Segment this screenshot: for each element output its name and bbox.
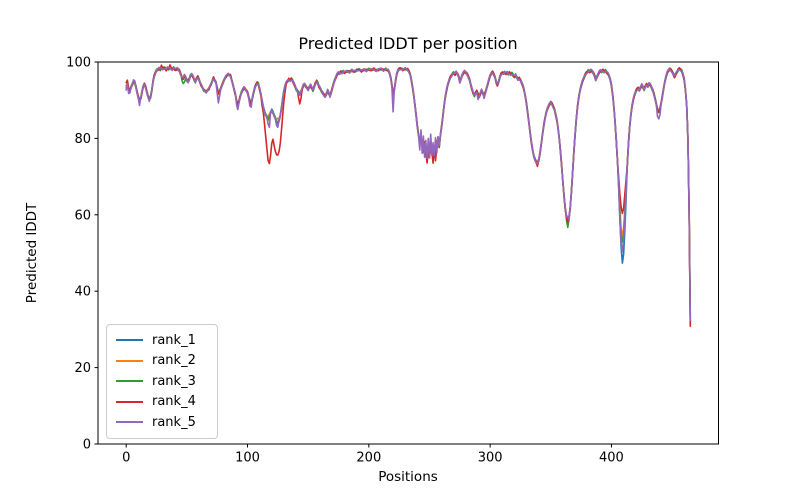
series-group [125,64,692,328]
y-axis-label: Predicted lDDT [24,202,40,303]
y-tick-label: 20 [74,361,91,376]
x-tick-label: 300 [478,451,503,466]
legend-label-rank_3: rank_3 [152,373,196,389]
legend-label-rank_4: rank_4 [152,394,196,410]
series-line-rank_4 [125,64,692,328]
series-line-rank_3 [125,66,692,319]
series-line-rank_5 [125,66,692,322]
x-axis-label: Positions [378,469,438,485]
y-tick-label: 100 [66,56,91,71]
legend-item-rank_1: rank_1 [116,330,209,351]
y-tick-label: 0 [83,438,91,453]
legend-label-rank_1: rank_1 [152,332,196,348]
legend-label-rank_5: rank_5 [152,414,196,430]
x-tick-label: 200 [356,451,381,466]
plot-frame [97,61,719,445]
legend-swatch-rank_1 [116,339,143,342]
legend-item-rank_2: rank_2 [116,351,209,372]
legend-swatch-rank_3 [116,380,143,383]
y-tick-label: 60 [74,208,91,223]
x-tick-label: 100 [235,451,260,466]
legend-swatch-rank_4 [116,400,143,403]
y-tick-label: 80 [74,132,91,147]
legend-item-rank_3: rank_3 [116,371,209,392]
x-tick-label: 0 [122,451,130,466]
series-line-rank_1 [125,66,692,324]
y-tick-label: 40 [74,285,91,300]
legend-label-rank_2: rank_2 [152,353,196,369]
chart-title: Predicted lDDT per position [298,34,517,53]
x-tick-label: 400 [599,451,624,466]
legend-item-rank_4: rank_4 [116,392,209,413]
series-line-rank_2 [125,66,692,324]
legend-swatch-rank_5 [116,421,143,424]
legend-swatch-rank_2 [116,359,143,362]
legend: rank_1 rank_2 rank_3 rank_4 rank_5 [106,324,218,439]
axes: 0 100 200 300 400 0 20 40 60 80 100 [66,56,624,466]
legend-item-rank_5: rank_5 [116,412,209,433]
